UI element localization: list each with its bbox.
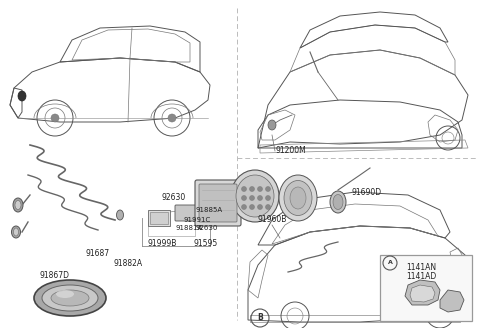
Ellipse shape [236,175,274,217]
Text: 91200M: 91200M [275,146,306,155]
Ellipse shape [13,198,23,212]
Text: 91882A: 91882A [114,259,143,268]
Text: 91690D: 91690D [352,188,382,197]
Ellipse shape [34,280,106,316]
Text: A: A [387,260,393,265]
Ellipse shape [12,226,21,238]
Text: 91999B: 91999B [148,239,178,248]
Text: 91960B: 91960B [258,215,288,224]
Ellipse shape [18,91,26,101]
Text: 92630: 92630 [196,225,218,231]
Text: B: B [257,314,263,322]
Circle shape [51,114,59,122]
Ellipse shape [268,120,276,130]
Ellipse shape [290,187,306,209]
Text: 91867D: 91867D [40,271,70,280]
Circle shape [241,195,247,200]
Circle shape [250,204,254,210]
Text: 1141AN: 1141AN [406,263,436,272]
Ellipse shape [51,290,89,306]
Ellipse shape [330,191,346,213]
Text: 91991C: 91991C [184,217,211,223]
FancyBboxPatch shape [175,205,197,221]
Circle shape [241,204,247,210]
Circle shape [257,204,263,210]
Polygon shape [410,285,435,302]
Circle shape [257,187,263,192]
Text: 91595: 91595 [194,239,218,248]
Text: 91881A: 91881A [175,225,202,231]
FancyBboxPatch shape [199,184,237,222]
Ellipse shape [42,285,98,311]
Ellipse shape [56,290,74,298]
Circle shape [265,195,271,200]
Polygon shape [440,290,464,312]
Circle shape [241,187,247,192]
Ellipse shape [333,195,343,210]
FancyBboxPatch shape [148,210,170,226]
Text: 91885A: 91885A [196,207,223,213]
FancyBboxPatch shape [150,212,168,224]
Circle shape [257,195,263,200]
FancyBboxPatch shape [380,255,472,321]
Circle shape [168,114,176,122]
Text: 92630: 92630 [162,193,186,202]
Ellipse shape [284,180,312,215]
Ellipse shape [13,228,19,236]
Ellipse shape [231,170,279,222]
Polygon shape [405,280,440,305]
Ellipse shape [117,210,123,220]
Circle shape [265,204,271,210]
Ellipse shape [15,200,21,210]
FancyBboxPatch shape [195,180,241,226]
Circle shape [265,187,271,192]
Circle shape [250,195,254,200]
Text: 91687: 91687 [86,249,110,258]
Circle shape [250,187,254,192]
Ellipse shape [279,175,317,221]
Text: 1141AD: 1141AD [406,272,436,281]
